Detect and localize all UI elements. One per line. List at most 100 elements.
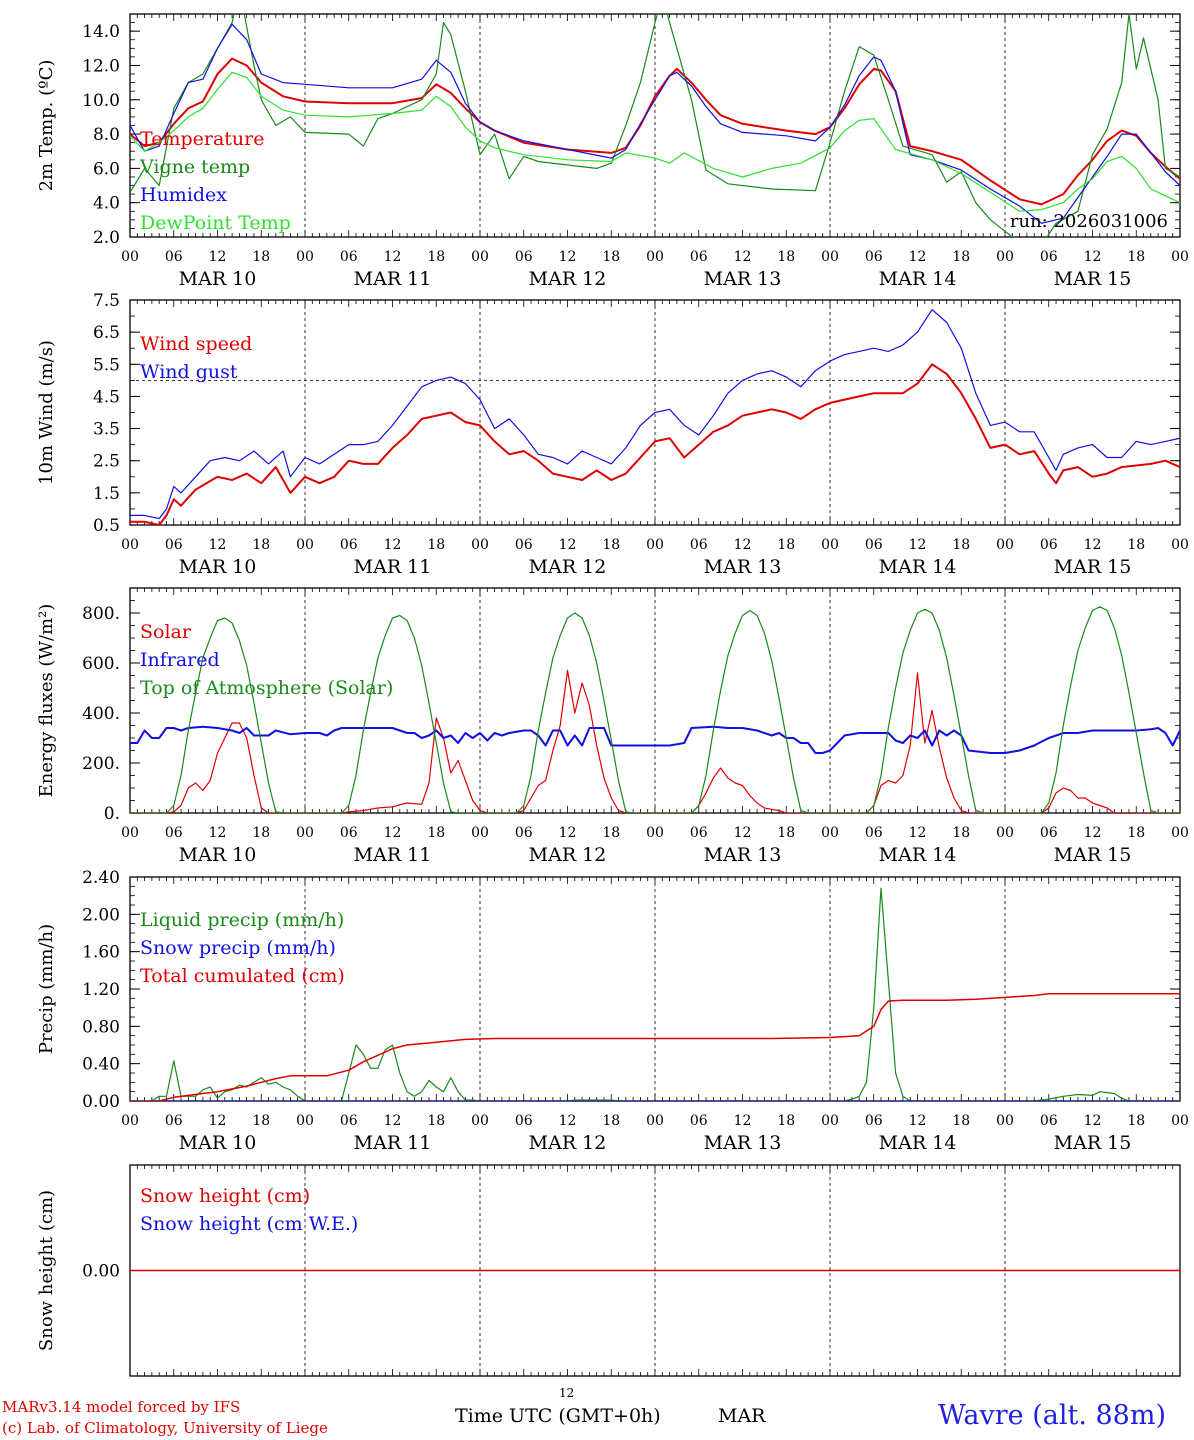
x-hour-label: 06: [690, 537, 708, 553]
x-hour-label: 00: [296, 1113, 314, 1129]
x-hour-label: 00: [821, 537, 839, 553]
x-day-label: MAR 10: [179, 556, 257, 578]
x-hour-label: 18: [777, 1113, 795, 1129]
series-line: [130, 992, 1180, 1101]
x-day-label: MAR 10: [179, 844, 257, 866]
x-hour-label: 06: [340, 825, 358, 841]
legend-entry: Liquid precip (mm/h): [140, 909, 344, 931]
legend-entry: Snow height (cm W.E.): [140, 1213, 358, 1235]
x-hour-label: 18: [602, 825, 620, 841]
panel-1: 2.0 4.0 6.0 8.0 10.0 12.0 14.0 2m Temp. (ºC) 00 0…: [36, 13, 1189, 290]
y-axis-title: Snow height (cm): [36, 1190, 57, 1351]
y-tick-label: 4.5: [93, 387, 120, 407]
x-hour-label: 06: [515, 537, 533, 553]
x-hour-label: 00: [296, 825, 314, 841]
x-hour-label: 06: [340, 249, 358, 265]
x-hour-label: 18: [427, 1113, 445, 1129]
x-hour-label: 00: [1171, 1113, 1189, 1129]
x-hour-label: 12: [559, 1113, 577, 1129]
x-hour-label: 00: [121, 825, 139, 841]
x-day-label: MAR 14: [879, 268, 957, 290]
y-tick-label: 2.5: [93, 452, 120, 472]
x-hour-label: 06: [690, 249, 708, 265]
y-tick-label: 10.0: [82, 91, 120, 111]
x-hour-label: 12: [1084, 537, 1102, 553]
x-hour-label: 00: [296, 249, 314, 265]
x-hour-label: 12: [384, 249, 402, 265]
x-hour-label: 18: [427, 249, 445, 265]
x-hour-label: 06: [165, 1113, 183, 1129]
x-hour-label: 00: [821, 249, 839, 265]
x-hour-label: 06: [865, 825, 883, 841]
x-hour-label: 18: [602, 249, 620, 265]
series-group: [130, 14, 1180, 237]
x-day-label: MAR 15: [1054, 844, 1132, 866]
x-hour-label: 12: [734, 537, 752, 553]
x-hour-label: 06: [865, 1113, 883, 1129]
y-tick-label: 5.5: [93, 355, 120, 375]
y-axis-title: Energy fluxes (W/m²): [36, 604, 57, 798]
x-hour-label: 00: [996, 825, 1014, 841]
x-day-label: MAR 13: [704, 268, 782, 290]
y-tick-label: 6.0: [93, 159, 120, 179]
x-hour-label: 18: [952, 825, 970, 841]
x-hour-label: 12: [209, 537, 227, 553]
plot-frame: [129, 587, 1181, 814]
y-tick-label: 1.60: [82, 943, 120, 963]
x-hour-label: 18: [777, 825, 795, 841]
y-tick-label: 3.5: [93, 420, 120, 440]
x-hour-label: 00: [471, 249, 489, 265]
legend-entry: Snow height (cm): [140, 1185, 310, 1207]
x-hour-label: 12: [1084, 249, 1102, 265]
y-tick-label: 14.0: [82, 22, 120, 42]
x-hour-label: 18: [252, 825, 270, 841]
x-hour-label: 06: [690, 825, 708, 841]
x-hour-label: 00: [646, 1113, 664, 1129]
y-tick-label: 8.0: [93, 125, 120, 145]
y-tick-label: 1.5: [93, 484, 120, 504]
series-line: [130, 57, 1180, 206]
y-tick-label: 0.00: [82, 1262, 120, 1282]
x-hour-label: 06: [1040, 825, 1058, 841]
x-day-label: MAR 11: [354, 556, 432, 578]
legend-entry: DewPoint Temp: [140, 212, 291, 234]
x-day-label: MAR 15: [1054, 268, 1132, 290]
run-annotation: run: 2026031006: [1010, 211, 1168, 232]
x-hour-label: 00: [1171, 825, 1189, 841]
x-hour-label: 00: [996, 537, 1014, 553]
y-tick-label: 0.00: [82, 1092, 120, 1112]
x-hour-label: 18: [952, 537, 970, 553]
x-hour-label: 00: [646, 249, 664, 265]
legend-entry: Humidex: [140, 184, 227, 206]
series-group: [130, 309, 1180, 525]
panel-4: 0.00 0.40 0.80 1.20 1.60 2.00 2.40 Precip (mm/h…: [36, 868, 1189, 1154]
series-group: [130, 606, 1180, 813]
x-hour-label: 00: [121, 1113, 139, 1129]
x-hour-label: 00: [121, 537, 139, 553]
x-hour-label: 06: [865, 249, 883, 265]
y-axis-title: 2m Temp. (ºC): [36, 60, 57, 192]
x-hour-label: 12: [909, 825, 927, 841]
x-hour-label: 18: [252, 1113, 270, 1129]
y-tick-label: 0.: [104, 804, 120, 824]
series-line: [130, 14, 1180, 237]
x-day-label: MAR 13: [704, 556, 782, 578]
legend-entry: Wind gust: [140, 361, 238, 383]
x-hour-label: 00: [121, 249, 139, 265]
legend-entry: Total cumulated (cm): [140, 965, 345, 987]
x-hour-label: 00: [1171, 537, 1189, 553]
x-hour-label: 12: [909, 1113, 927, 1129]
legend-entry: Top of Atmosphere (Solar): [140, 677, 393, 699]
x-hour-label: 12: [384, 825, 402, 841]
y-tick-label: 7.5: [93, 291, 120, 311]
y-tick-label: 2.0: [93, 228, 120, 248]
model-credit: MARv3.14 model forced by IFS: [2, 1398, 241, 1416]
legend-entry: Snow precip (mm/h): [140, 937, 336, 959]
x-day-label: MAR 15: [1054, 1132, 1132, 1154]
x-hour-label: 12: [209, 249, 227, 265]
x-hour-label: 06: [165, 537, 183, 553]
y-tick-label: 0.80: [82, 1017, 120, 1037]
series-line: [130, 725, 1180, 754]
plot-frame: [129, 13, 1181, 238]
x-hour-label: 12: [734, 249, 752, 265]
